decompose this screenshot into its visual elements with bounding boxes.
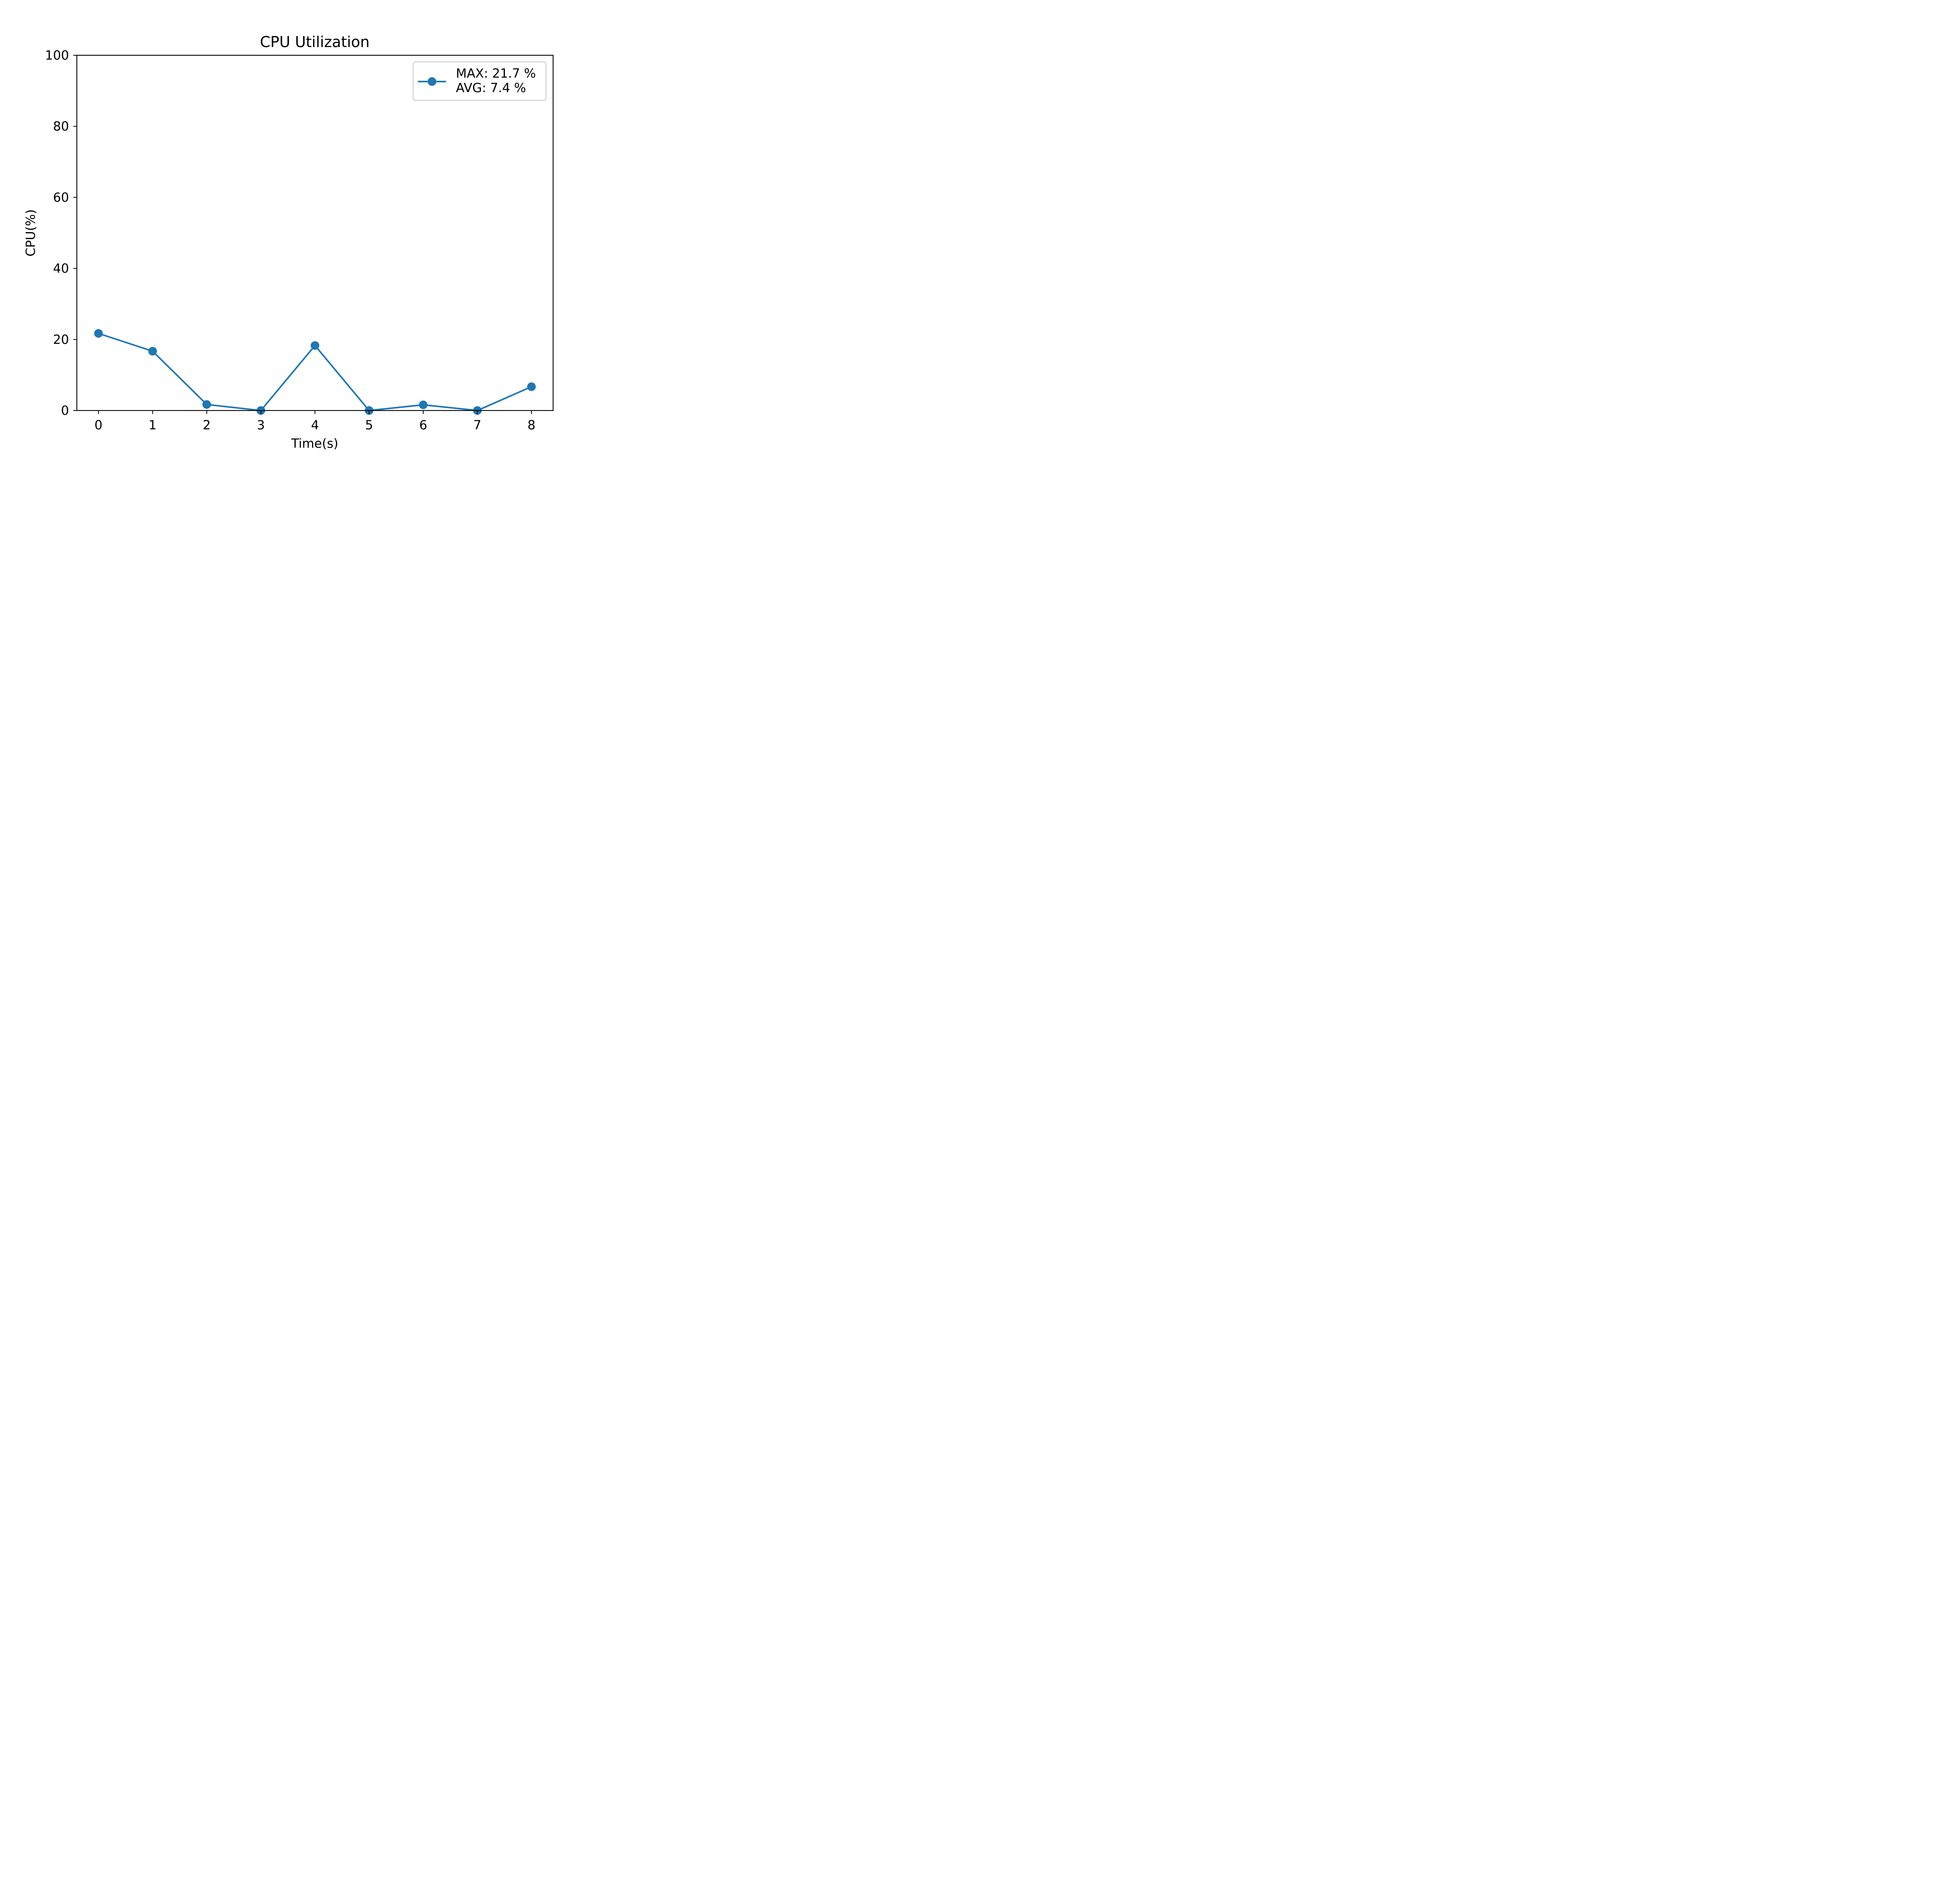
legend-box: [412, 61, 547, 101]
y-tick-label: 80: [53, 119, 69, 134]
legend-series-marker: [428, 77, 436, 86]
y-tick-label: 60: [53, 190, 69, 205]
y-tick-label: 100: [45, 48, 69, 63]
data-point: [419, 400, 428, 409]
x-tick-label: 4: [311, 418, 319, 432]
data-point: [94, 329, 103, 338]
legend-label-max: MAX: 21.7 %: [456, 66, 536, 81]
y-tick-label: 20: [53, 332, 69, 347]
chart-title: CPU Utilization: [260, 33, 370, 51]
x-tick-label: 5: [365, 418, 373, 432]
x-tick-label: 1: [149, 418, 156, 432]
x-tick-label: 3: [257, 418, 265, 432]
data-point: [202, 400, 211, 409]
data-point: [148, 347, 157, 356]
y-tick-label: 0: [61, 403, 69, 418]
x-tick-label: 0: [94, 418, 102, 432]
y-tick-label: 40: [53, 261, 69, 276]
x-axis-label: Time(s): [291, 436, 338, 451]
x-tick-label: 2: [203, 418, 211, 432]
legend-label-avg: AVG: 7.4 %: [456, 80, 526, 95]
data-point: [527, 382, 536, 391]
data-point: [310, 341, 319, 350]
x-tick-label: 8: [528, 418, 535, 432]
cpu-utilization-chart: CPU Utilization Time(s) CPU(%) MAX: 21.7…: [0, 0, 606, 454]
legend: MAX: 21.7 % AVG: 7.4 %: [412, 61, 547, 101]
y-axis-label: CPU(%): [23, 209, 38, 256]
x-tick-label: 6: [419, 418, 427, 432]
x-tick-label: 7: [474, 418, 481, 432]
